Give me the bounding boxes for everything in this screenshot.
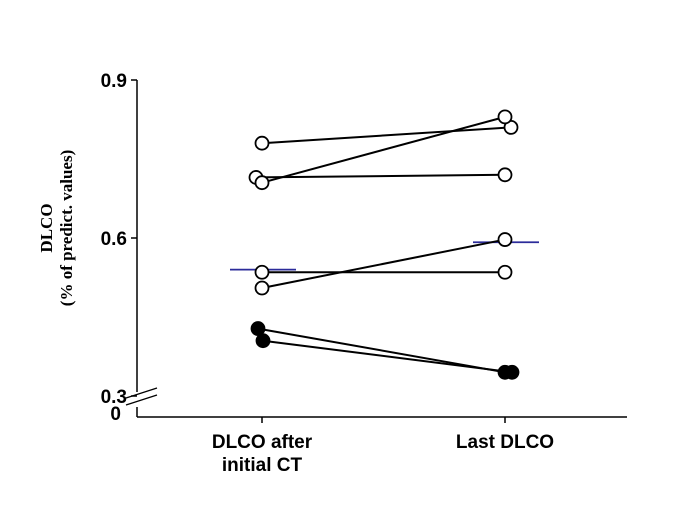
y-axis-label-line: (% of predict. values) (57, 150, 76, 306)
y-ticks: 0.9 0.6 0.30 (101, 71, 137, 425)
y-axis-label: DLCO (% of predict. values) (37, 150, 76, 306)
open-data-point (497, 264, 513, 280)
paired-points (248, 109, 520, 380)
open-data-point (497, 167, 513, 183)
x-category-label: initial CT (222, 455, 303, 476)
open-data-point (497, 109, 513, 125)
open-data-point (254, 264, 270, 280)
filled-data-point (504, 364, 520, 380)
y-break-label: 0 (110, 404, 121, 425)
y-tick-label: 0.6 (101, 229, 127, 250)
x-category-label: DLCO after (212, 432, 313, 453)
axis-break-mark (125, 394, 158, 406)
open-data-point (254, 175, 270, 191)
mean-lines (230, 241, 539, 271)
pair-connector (257, 327, 506, 374)
pair-connector (262, 339, 513, 374)
pair-connector (261, 115, 506, 184)
open-data-point (497, 232, 513, 247)
pair-connector (255, 173, 506, 179)
open-data-point (254, 280, 270, 296)
y-axis-label-line: DLCO (37, 203, 56, 252)
open-data-point (254, 135, 270, 151)
axes (125, 80, 627, 423)
filled-data-point (255, 333, 271, 349)
y-tick-label: 0.3 (101, 387, 127, 408)
pair-connector (261, 126, 512, 145)
filled-data-point (250, 321, 266, 336)
pair-connector (261, 238, 506, 290)
x-category-label: Last DLCO (456, 432, 554, 453)
y-tick-label: 0.9 (101, 71, 127, 92)
